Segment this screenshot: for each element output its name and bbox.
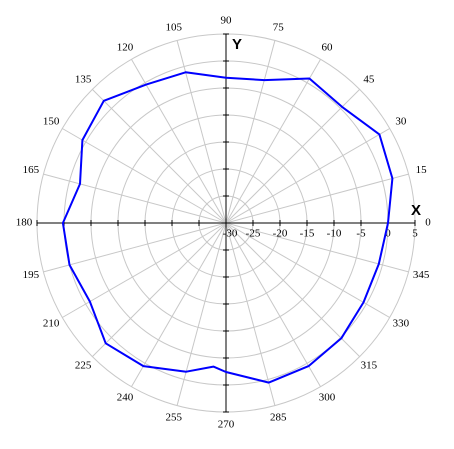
- grid-spoke: [43, 222, 227, 273]
- grid-spoke: [225, 59, 321, 224]
- pattern-line: [61, 71, 394, 384]
- angle-tick-label: 180: [16, 217, 33, 229]
- r-tick-label: -30: [223, 228, 238, 240]
- grid-spoke: [43, 173, 227, 224]
- angle-tick-label: 210: [43, 318, 60, 330]
- r-tick-label: 5: [412, 228, 418, 240]
- angle-tick-label: 165: [23, 164, 40, 176]
- grid-spoke: [225, 40, 276, 224]
- angle-tick-label: 15: [416, 164, 428, 176]
- angle-tick-label: 105: [165, 21, 182, 33]
- grid-spoke: [225, 173, 409, 224]
- angle-tick-label: 270: [218, 419, 235, 431]
- grid-spoke: [131, 222, 227, 387]
- angle-tick-label: 150: [43, 116, 60, 128]
- grid-spoke: [225, 222, 390, 318]
- r-tick-label: -10: [327, 228, 342, 240]
- x-axis-label: X: [411, 202, 421, 219]
- r-tick-label: -20: [273, 228, 288, 240]
- angle-tick-label: 285: [270, 412, 287, 424]
- angle-tick-label: 0: [425, 217, 431, 229]
- grid-spoke: [225, 222, 360, 357]
- angle-tick-label: 195: [23, 269, 40, 281]
- angle-tick-label: 330: [393, 318, 410, 330]
- grid-spoke: [225, 89, 360, 224]
- y-axis-label: Y: [232, 36, 242, 53]
- grid-spoke: [62, 222, 227, 318]
- angle-tick-label: 345: [413, 269, 430, 281]
- grid-spoke: [92, 89, 227, 224]
- angle-tick-label: 90: [221, 15, 233, 27]
- grid-spoke: [225, 222, 276, 406]
- angle-tick-label: 255: [165, 412, 182, 424]
- grid-spoke: [176, 222, 227, 406]
- angle-tick-label: 45: [363, 74, 375, 86]
- grid-spoke: [225, 222, 321, 387]
- grid-spoke: [62, 128, 227, 224]
- angle-tick-label: 135: [75, 74, 92, 86]
- r-tick-label: -25: [246, 228, 261, 240]
- grid-spoke: [131, 59, 227, 224]
- angle-tick-label: 240: [117, 391, 134, 403]
- r-tick-label: -5: [356, 228, 366, 240]
- grid-spoke: [92, 222, 227, 357]
- angle-tick-label: 75: [273, 21, 285, 33]
- angle-tick-label: 300: [319, 391, 336, 403]
- grid-spoke: [176, 40, 227, 224]
- r-tick-label: 0: [385, 228, 391, 240]
- angle-tick-label: 315: [361, 359, 378, 371]
- r-tick-label: -15: [300, 228, 315, 240]
- angle-tick-label: 60: [322, 42, 334, 54]
- grid-spoke: [225, 128, 390, 224]
- angle-tick-label: 225: [75, 359, 92, 371]
- angle-tick-label: 120: [117, 42, 134, 54]
- angle-tick-label: 30: [395, 116, 407, 128]
